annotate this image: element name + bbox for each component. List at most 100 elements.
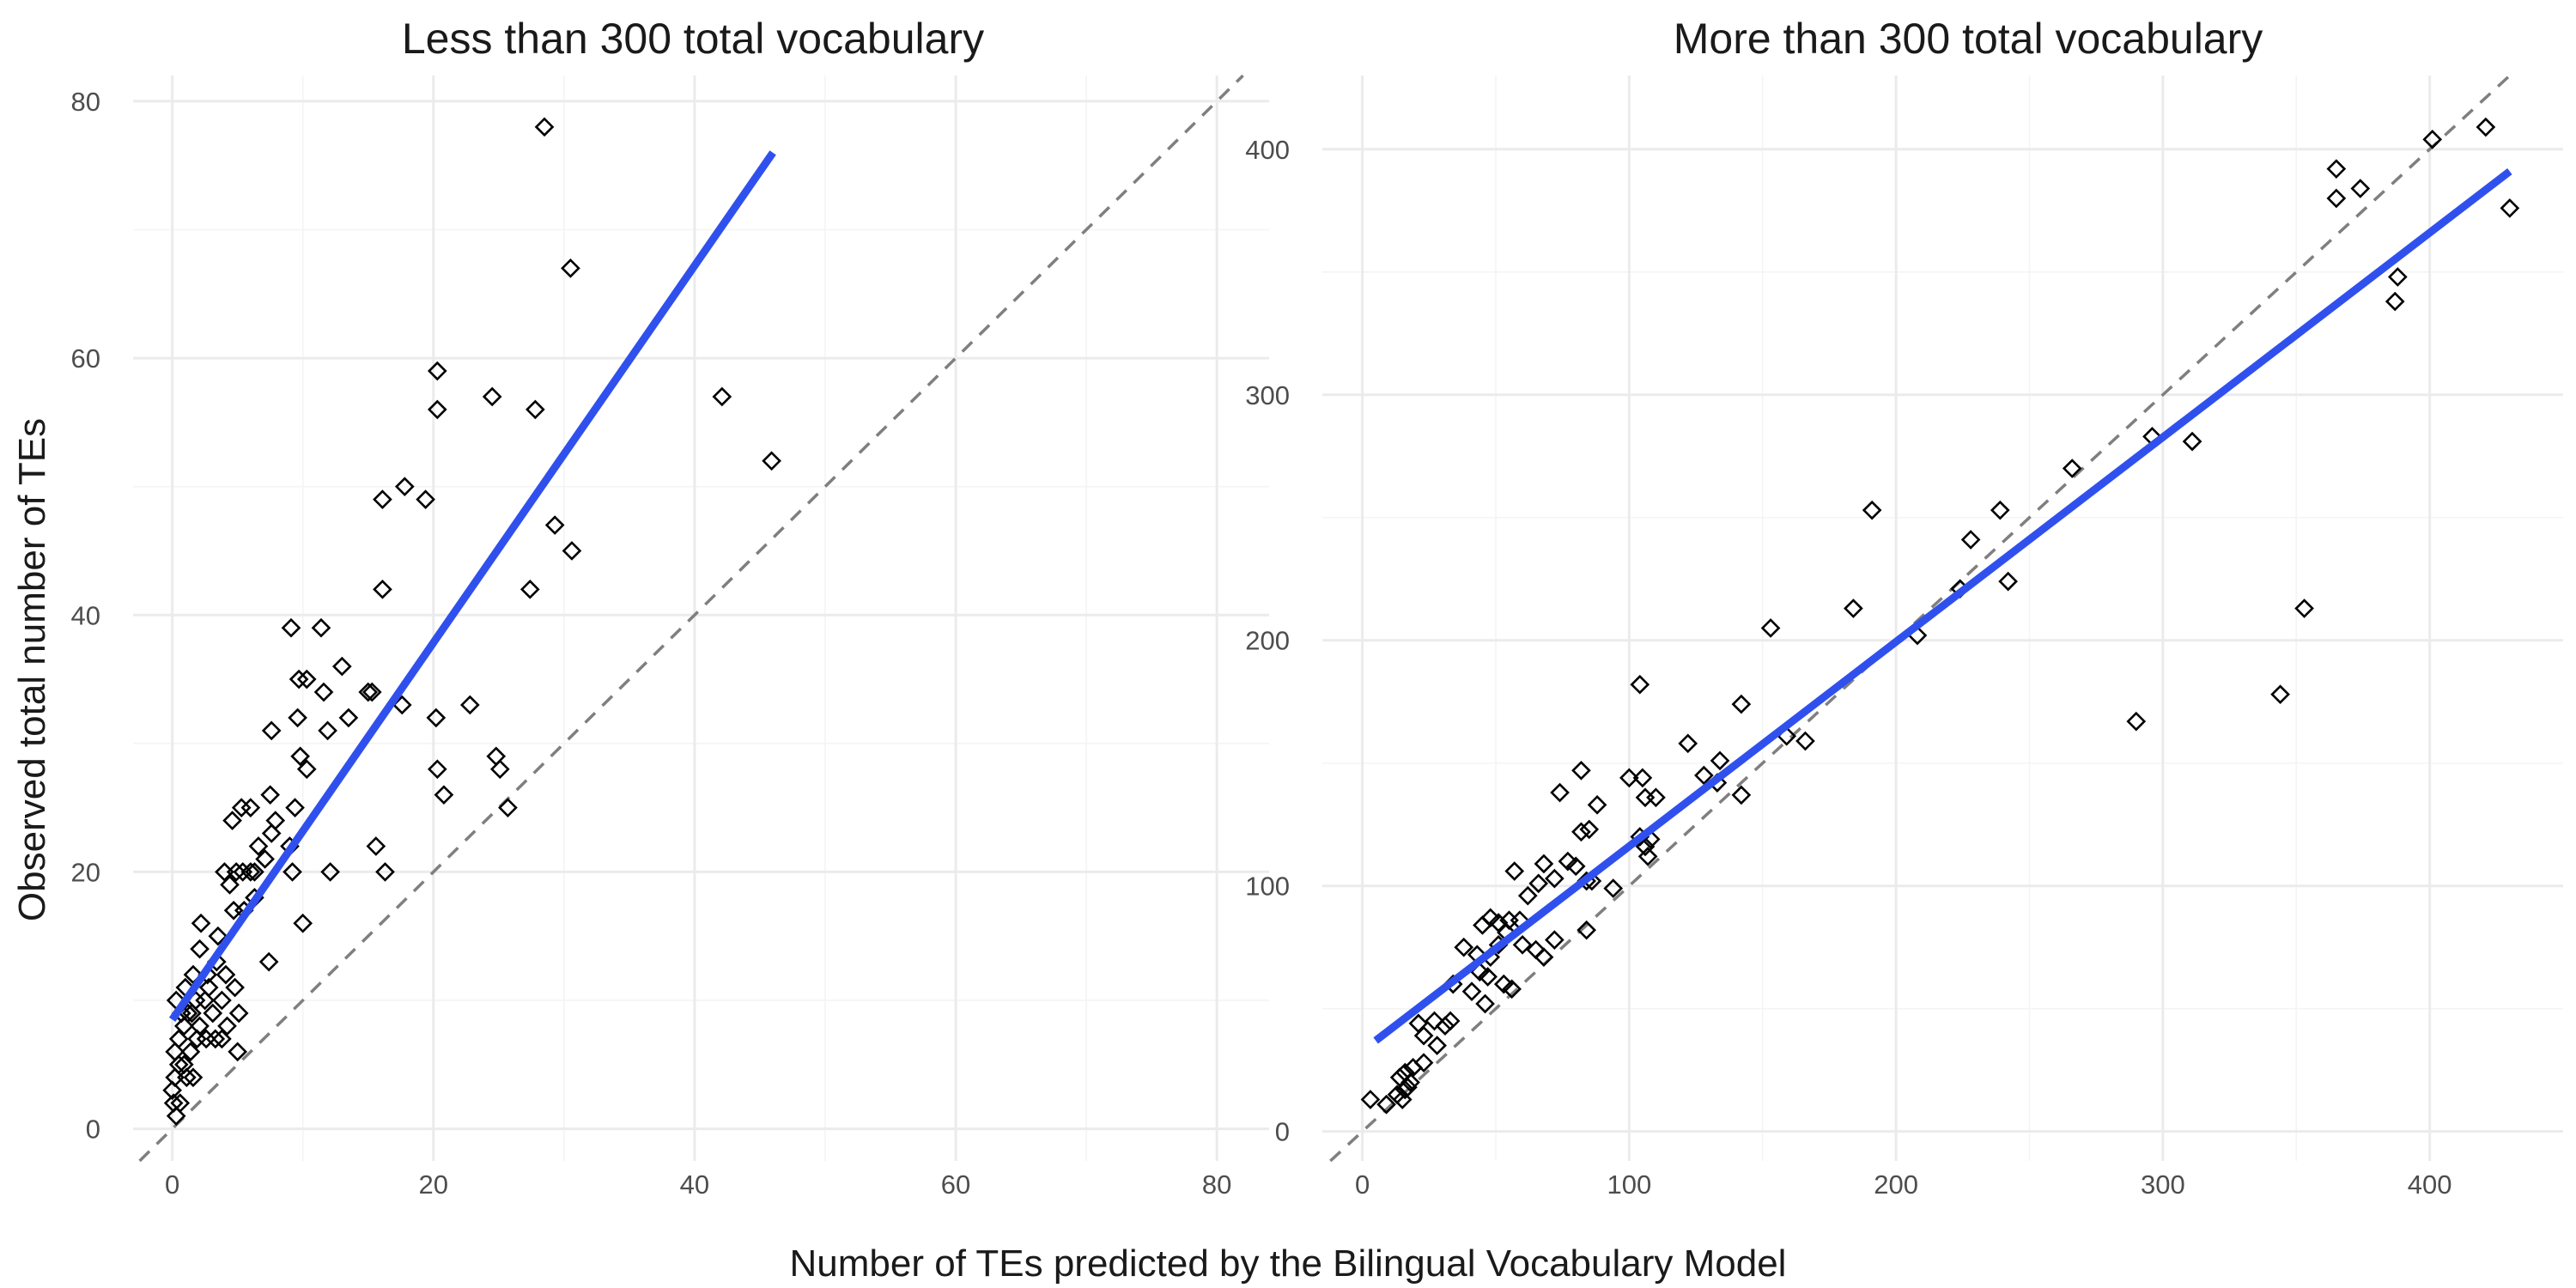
data-point: [1619, 768, 1639, 788]
data-point: [562, 541, 582, 561]
data-point: [1504, 861, 1525, 881]
data-point: [245, 862, 264, 882]
data-point: [361, 682, 382, 702]
data-point: [217, 1016, 237, 1036]
data-point: [1427, 1036, 1447, 1055]
data-point: [170, 1093, 191, 1114]
data-point: [1710, 750, 1730, 771]
data-point: [228, 1042, 247, 1062]
data-point: [2326, 188, 2347, 209]
data-point: [1435, 1016, 1455, 1036]
data-point: [311, 617, 331, 638]
data-point: [394, 477, 415, 497]
data-point: [1571, 760, 1591, 781]
data-point: [296, 669, 317, 690]
data-point: [1731, 694, 1752, 714]
data-point: [313, 682, 334, 702]
data-point: [222, 811, 242, 830]
data-point: [526, 399, 545, 420]
data-point: [489, 759, 510, 780]
tick-labels-right: 0 100 200 300 400 0 100 200 300 400: [1245, 135, 2451, 1200]
data-point: [1558, 851, 1578, 872]
data-point: [183, 1067, 204, 1088]
data-point: [2422, 130, 2443, 149]
data-point: [2270, 684, 2290, 704]
data-point: [519, 580, 540, 599]
points-left: [162, 117, 781, 1126]
data-point: [203, 1003, 223, 1024]
data-point: [1545, 868, 1564, 889]
data-point: [2476, 117, 2496, 137]
tick-labels-left: 0 20 40 60 80 0 20 40 60 80: [71, 87, 1232, 1200]
data-point: [225, 977, 245, 998]
data-point: [2294, 598, 2314, 618]
data-point: [534, 117, 555, 137]
x-tick-label: 0: [165, 1170, 179, 1200]
x-tick-label: 0: [1355, 1170, 1370, 1200]
data-point: [289, 669, 309, 690]
data-point: [375, 862, 395, 882]
chart-title-right: More than 300 total vocabulary: [1674, 15, 2263, 63]
x-tick-label: 60: [941, 1170, 970, 1200]
data-point: [1413, 1053, 1434, 1072]
data-point: [1998, 571, 2018, 592]
data-point: [1376, 1094, 1396, 1115]
data-point: [293, 913, 313, 933]
data-point: [208, 926, 228, 946]
data-point: [1795, 731, 1815, 751]
data-point: [459, 695, 480, 715]
data-point: [1528, 873, 1549, 894]
data-point: [228, 1003, 249, 1024]
data-point: [2062, 459, 2082, 478]
data-point: [220, 875, 240, 895]
data-point: [1960, 530, 1981, 550]
data-point: [1394, 1079, 1415, 1100]
data-point: [482, 386, 502, 407]
x-tick-label: 400: [2408, 1170, 2452, 1200]
data-point: [162, 1080, 182, 1101]
y-tick-label: 80: [71, 87, 100, 117]
x-tick-label: 200: [1874, 1170, 1918, 1200]
data-point: [427, 759, 447, 780]
data-point: [283, 862, 302, 882]
data-point: [434, 785, 454, 805]
data-point: [1990, 500, 2010, 520]
data-point: [1534, 854, 1554, 874]
fit-line-left: [168, 150, 776, 1023]
data-point: [195, 990, 215, 1011]
grid-left: [133, 76, 1269, 1161]
x-tick-label: 300: [2141, 1170, 2185, 1200]
data-point: [190, 939, 210, 959]
data-point: [320, 862, 340, 882]
data-point: [1360, 1090, 1381, 1109]
data-point: [196, 1029, 216, 1049]
data-point: [1694, 765, 1714, 786]
data-point: [1512, 935, 1533, 955]
data-point: [260, 785, 281, 805]
data-point: [498, 798, 518, 817]
data-point: [1565, 856, 1586, 877]
fit-line-right: [1373, 167, 2512, 1044]
data-point: [426, 708, 447, 728]
data-point: [338, 708, 359, 728]
data-point: [1577, 920, 1596, 940]
data-point: [1632, 768, 1653, 788]
data-point: [1493, 974, 1514, 994]
data-point: [1534, 947, 1554, 967]
data-point: [331, 656, 352, 677]
data-point: [416, 489, 435, 509]
data-point: [1478, 967, 1498, 987]
data-point: [1844, 598, 1863, 618]
data-point: [2350, 179, 2371, 198]
panel-left: Less than 300 total vocabulary 0 20 40 60 80…: [71, 15, 1269, 1200]
data-point: [1587, 795, 1607, 815]
data-point: [173, 1016, 194, 1036]
data-point: [166, 1106, 186, 1126]
data-point: [1461, 981, 1482, 1002]
x-tick-label: 20: [419, 1170, 448, 1200]
data-point: [1637, 847, 1658, 866]
data-point: [180, 1042, 201, 1062]
data-point: [281, 617, 301, 638]
chart-title-left: Less than 300 total vocabulary: [402, 15, 984, 63]
